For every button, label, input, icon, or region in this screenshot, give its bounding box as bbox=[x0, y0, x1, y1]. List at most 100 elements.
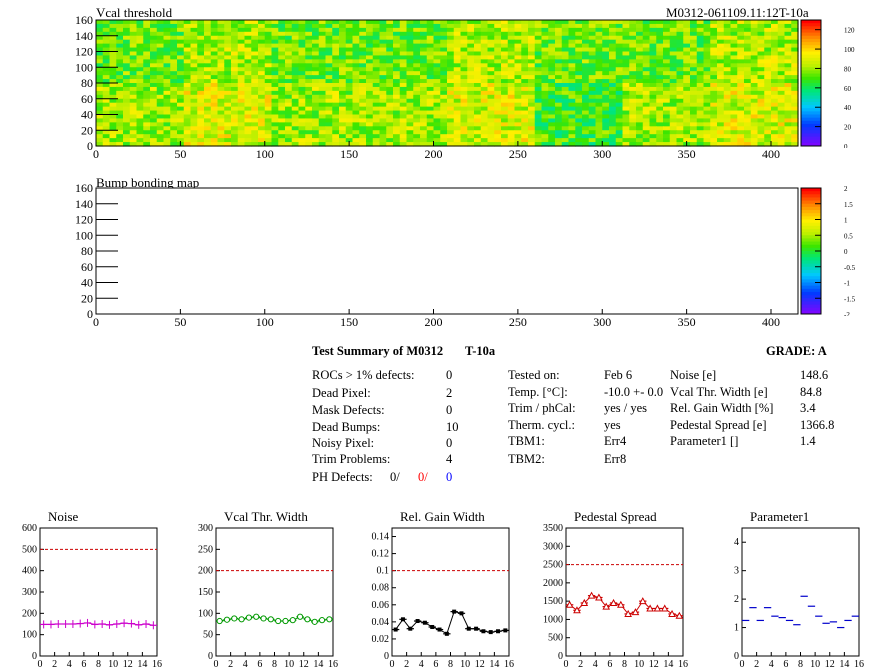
heatmap-cell bbox=[649, 118, 657, 123]
heatmap-cell bbox=[359, 75, 367, 80]
heatmap-cell bbox=[501, 63, 509, 68]
heatmap-cell bbox=[494, 94, 502, 100]
heatmap-cell bbox=[615, 134, 624, 139]
heatmap-cell bbox=[359, 110, 367, 116]
heatmap-cell bbox=[386, 86, 394, 92]
heatmap-cell bbox=[629, 83, 637, 88]
heatmap-cell bbox=[663, 47, 671, 53]
mid-value-0: Feb 6 bbox=[604, 368, 633, 382]
heatmap-cell bbox=[582, 134, 590, 139]
heatmap-cell bbox=[339, 20, 347, 25]
heatmap-cell bbox=[332, 106, 340, 112]
heatmap-cell bbox=[561, 94, 570, 100]
heatmap-cell bbox=[555, 102, 563, 108]
heatmap-cell bbox=[467, 23, 475, 29]
heatmap-cell bbox=[318, 55, 327, 60]
heatmap-cell bbox=[244, 43, 252, 49]
heatmap-cell bbox=[231, 51, 239, 57]
left-label-4: Noisy Pixel: bbox=[312, 436, 375, 450]
heatmap-cell bbox=[325, 118, 333, 123]
heatmap-cell bbox=[420, 114, 428, 120]
heatmap-cell bbox=[447, 114, 455, 120]
heatmap-cell bbox=[224, 138, 232, 143]
heatmap-cell bbox=[109, 51, 117, 57]
x-tick-label: 12 bbox=[123, 659, 133, 670]
heatmap-cell bbox=[143, 51, 151, 57]
heatmap-cell bbox=[501, 75, 509, 80]
heatmap-cell bbox=[501, 122, 509, 127]
heatmap-cell bbox=[791, 142, 799, 147]
heatmap-cell bbox=[129, 90, 138, 96]
heatmap-cell bbox=[521, 110, 529, 116]
heatmap-cell bbox=[136, 43, 144, 49]
color-scale-segment bbox=[801, 232, 821, 236]
heatmap-cell bbox=[602, 47, 610, 53]
heatmap-cell bbox=[453, 51, 462, 57]
heatmap-cell bbox=[318, 102, 327, 108]
heatmap-cell bbox=[656, 106, 664, 112]
heatmap-cell bbox=[96, 122, 104, 127]
right-label-1: Vcal Thr. Width [e] bbox=[670, 385, 768, 399]
heatmap-cell bbox=[548, 63, 556, 68]
heatmap-cell bbox=[271, 71, 279, 76]
heatmap-cell bbox=[636, 39, 644, 45]
heatmap-cell bbox=[501, 59, 509, 64]
heatmap-cell bbox=[129, 134, 138, 139]
heatmap-cell bbox=[204, 59, 212, 64]
heatmap-cell bbox=[170, 118, 178, 123]
heatmap-cell bbox=[602, 94, 610, 100]
heatmap-cell bbox=[676, 31, 684, 37]
heatmap-cell bbox=[636, 55, 644, 60]
heatmap-cell bbox=[190, 126, 198, 131]
heatmap-cell bbox=[109, 35, 117, 41]
heatmap-cell bbox=[190, 118, 198, 123]
heatmap-cell bbox=[440, 134, 448, 139]
heatmap-cell bbox=[690, 59, 698, 64]
heatmap-cell bbox=[116, 110, 124, 116]
heatmap-cell bbox=[521, 134, 529, 139]
heatmap-cell bbox=[386, 90, 394, 96]
heatmap-cell bbox=[420, 134, 428, 139]
heatmap-cell bbox=[332, 51, 340, 57]
heatmap-cell bbox=[723, 102, 732, 108]
heatmap-cell bbox=[413, 86, 421, 92]
heatmap-cell bbox=[224, 98, 232, 104]
heatmap-cell bbox=[663, 118, 671, 123]
color-scale-segment bbox=[801, 266, 821, 271]
heatmap-cell bbox=[649, 83, 657, 88]
heatmap-cell bbox=[507, 138, 516, 143]
heatmap-cell bbox=[231, 27, 239, 33]
heatmap-cell bbox=[102, 75, 111, 80]
heatmap-cell bbox=[663, 23, 671, 29]
color-scale-segment bbox=[801, 133, 821, 138]
heatmap-cell bbox=[541, 86, 549, 92]
heatmap-cell bbox=[474, 47, 482, 53]
heatmap-cell bbox=[622, 110, 630, 116]
heatmap-cell bbox=[460, 51, 468, 57]
heatmap-cell bbox=[494, 51, 502, 57]
heatmap-cell bbox=[372, 102, 381, 108]
heatmap-cell bbox=[595, 47, 603, 53]
heatmap-cell bbox=[258, 83, 266, 88]
heatmap-cell bbox=[372, 55, 381, 60]
heatmap-cell bbox=[771, 98, 779, 104]
heatmap-cell bbox=[636, 86, 644, 92]
heatmap-cell bbox=[224, 126, 232, 131]
right-value-1: 84.8 bbox=[800, 385, 822, 399]
heatmap-cell bbox=[413, 47, 421, 53]
heatmap-cell bbox=[588, 43, 597, 49]
heatmap-cell bbox=[602, 35, 610, 41]
heatmap-cell bbox=[501, 67, 509, 72]
heatmap-cell bbox=[656, 55, 664, 60]
heatmap-cell bbox=[642, 118, 651, 123]
heatmap-cell bbox=[156, 67, 165, 72]
heatmap-cell bbox=[318, 90, 327, 96]
heatmap-cell bbox=[271, 35, 279, 41]
heatmap-cell bbox=[426, 98, 435, 104]
heatmap-cell bbox=[703, 31, 711, 37]
heatmap-cell bbox=[771, 90, 779, 96]
heatmap-cell bbox=[494, 59, 502, 64]
heatmap-cell bbox=[318, 106, 327, 112]
heatmap-cell bbox=[312, 114, 320, 120]
